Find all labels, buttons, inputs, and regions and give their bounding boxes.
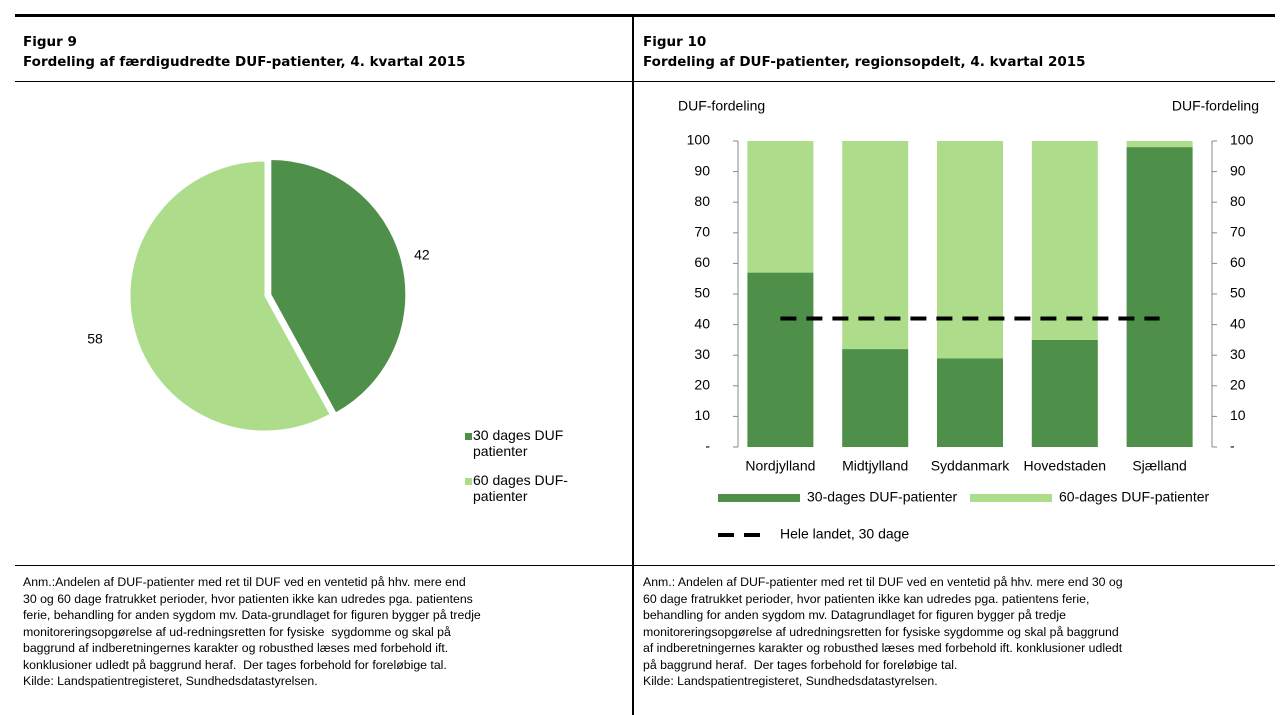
bar (747, 141, 814, 273)
y-tick-label: 10 (694, 407, 710, 423)
figure-label: Figur 10 (643, 34, 707, 50)
note-line: monitoreringsopgørelse af ud-redningsret… (23, 624, 451, 639)
note-line: behandling for anden sygdom mv. Datagrun… (643, 608, 1066, 622)
legend-swatch (465, 478, 472, 485)
note: Anm.: Andelen af DUF-patienter med ret t… (643, 574, 1123, 690)
y-tick-label: 100 (687, 132, 711, 148)
header-rule (15, 81, 1275, 82)
legend-item: 60 dages DUF-patienter (473, 472, 568, 504)
note-line: baggrund af indberetningernes karakter o… (23, 641, 449, 655)
y-tick-label: 70 (694, 224, 710, 240)
bar (1031, 339, 1098, 447)
y-tick-label: 80 (694, 193, 710, 209)
legend-swatch (970, 494, 1052, 502)
header: Figur 9 Fordeling af færdigudredte DUF-pa… (23, 32, 466, 72)
bar (937, 358, 1003, 447)
note-line: Anm.:Andelen af DUF-patienter med ret ti… (23, 575, 466, 589)
y2-tick-label: - (1230, 438, 1235, 454)
bar (1031, 141, 1098, 340)
note-line: 30 og 60 dage fratrukket perioder, hvor … (23, 591, 473, 606)
legend-label: Hele landet, 30 dage (780, 526, 909, 542)
y2-tick-label: 20 (1230, 377, 1246, 393)
y-tick-label: 30 (694, 346, 710, 362)
chart-rule (15, 565, 1275, 566)
top-rule (15, 14, 1275, 17)
bar (747, 272, 814, 447)
note-line: konklusioner udledt på baggrund heraf. D… (23, 657, 447, 672)
note-line: Kilde: Landspatientregisteret, Sundhedsd… (23, 674, 318, 688)
legend-label: 30 dages DUF patienter (473, 427, 564, 459)
y2-tick-label: 100 (1230, 132, 1254, 148)
legend-label: 60 dages DUF-patienter (473, 472, 568, 504)
figure-title: Fordeling af færdigudredte DUF-patienter… (23, 54, 466, 70)
y2-tick-label: 70 (1230, 224, 1246, 240)
y-tick-label: 50 (694, 285, 710, 301)
note-line: af indberetningernes karakter og robusth… (643, 641, 1123, 655)
x-tick-label: Midtjylland (842, 458, 908, 474)
x-tick-label: Sjælland (1132, 458, 1186, 474)
bar (1126, 147, 1193, 447)
divider (632, 17, 634, 715)
legend-item: 30 dages DUF patienter (473, 427, 564, 459)
x-tick-label: Hovedstaden (1024, 458, 1107, 474)
bar (937, 141, 1003, 359)
x-tick-label: Syddanmark (931, 458, 1011, 474)
y-axis-title: DUF-fordeling (678, 98, 765, 114)
data-label: 58 (87, 330, 103, 346)
note-line: ferie, behandling for anden sygdom mv. D… (23, 608, 481, 622)
figure-title: Fordeling af DUF-patienter, regionsopdel… (643, 54, 1086, 70)
note-line: 60 dage fratrukket perioder, hvor patien… (643, 591, 1090, 606)
note: Anm.:Andelen af DUF-patienter med ret ti… (23, 574, 481, 690)
data-label: 42 (414, 246, 430, 262)
note-line: monitoreringsopgørelse af udredningsrett… (643, 624, 1119, 639)
y2-tick-label: 50 (1230, 285, 1246, 301)
y2-axis-title: DUF-fordeling (1172, 98, 1259, 114)
note-line: Kilde: Landspatientregisteret, Sundhedsd… (643, 674, 938, 688)
y2-tick-label: 30 (1230, 346, 1246, 362)
bar (1126, 141, 1193, 148)
y2-tick-label: 40 (1230, 315, 1246, 331)
x-tick-label: Nordjylland (745, 458, 815, 474)
y-tick-label: 20 (694, 377, 710, 393)
bar (842, 141, 909, 350)
note-line: på baggrund heraf. Der tages forbehold f… (643, 657, 958, 672)
y2-tick-label: 60 (1230, 254, 1246, 270)
legend-swatch (465, 433, 472, 440)
note-line: Anm.: Andelen af DUF-patienter med ret t… (643, 575, 1123, 589)
y2-tick-label: 80 (1230, 193, 1246, 209)
legend-label: 60-dages DUF-patienter (1059, 489, 1210, 505)
y2-tick-label: 10 (1230, 407, 1246, 423)
y2-tick-label: 90 (1230, 162, 1246, 178)
y-tick-label: 90 (694, 162, 710, 178)
legend-swatch (718, 494, 800, 502)
y-tick-label: 60 (694, 254, 710, 270)
header: Figur 10 Fordeling af DUF-patienter, regi… (643, 32, 1086, 72)
bar (842, 349, 909, 447)
pie-slice (129, 160, 331, 432)
legend-label: 30-dages DUF-patienter (807, 489, 958, 505)
pie-slice (270, 159, 407, 414)
y-tick-label: 40 (694, 315, 710, 331)
y-tick-label: - (705, 438, 710, 454)
figure-label: Figur 9 (23, 34, 77, 50)
